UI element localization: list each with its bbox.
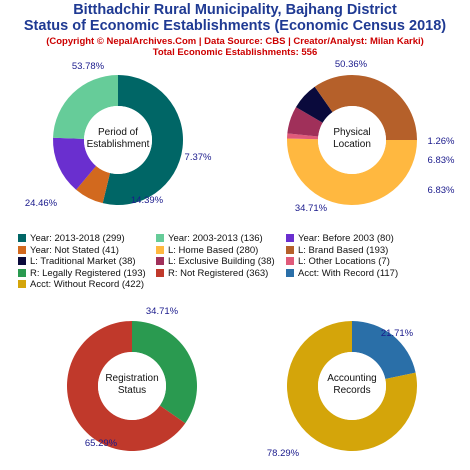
donut-slice [352,321,416,380]
legend-label: Year: Not Stated (41) [30,244,119,256]
slice-percent-label: 34.71% [295,203,328,214]
donut-slice [102,75,183,205]
legend-item: Year: 2003-2013 (136) [156,233,263,244]
legend-item: L: Other Locations (7) [286,256,390,267]
chart-header: Bitthadchir Rural Municipality, Bajhang … [0,2,470,58]
legend-swatch [156,257,164,265]
legend-swatch [18,257,26,265]
legend-label: R: Not Registered (363) [168,267,269,279]
legend-item: R: Not Registered (363) [156,268,268,279]
donut-chart-3: 34.71% 65.29% Registration Status [66,306,197,451]
legend-swatch [156,245,164,254]
legend-label: Acct: Without Record (422) [30,279,145,290]
slice-percent-label: 78.29% [267,448,300,459]
donut-slice [287,133,319,140]
legend-swatch [156,234,164,242]
donut-chart-2: 50.36% 1.26% 6.83% 6.83% 34.71% Physical Locat… [287,59,455,214]
legend-item: Year: 2013-2018 (299) [18,233,125,244]
slice-percent-label: 7.37% [185,152,212,163]
legend-label: R: Legally Registered (193) [30,267,146,279]
chart-subtitle-credits: (Copyright © NepalArchives.Com | Data So… [46,36,424,47]
donut-center-title: Physical Location [333,127,371,150]
slice-percent-label: 6.83% [428,185,455,196]
donut-slice [295,86,333,123]
slice-percent-label: 14.39% [131,195,164,206]
donut-hole [98,352,166,420]
legend-item: L: Brand Based (193) [286,245,388,256]
donut-hole [84,106,152,174]
chart-subtitle-total: Total Economic Establishments: 556 [152,47,318,58]
legend-swatch [18,234,26,242]
legend-item: L: Exclusive Building (38) [156,256,275,267]
legend-item: Year: Not Stated (41) [18,245,119,256]
legend-item: Acct: Without Record (422) [18,279,144,290]
slice-percent-label: 50.36% [335,59,368,70]
legend-swatch [156,268,164,277]
donut-hole [318,352,386,420]
legend-label: L: Home Based (280) [168,244,259,256]
donut-slice [52,137,97,190]
legend: Year: 2013-2018 (299) Year: 2003-2013 (13… [18,233,458,291]
legend-item: Year: Before 2003 (80) [286,233,394,244]
legend-swatch [286,234,294,242]
donut-chart-1: 53.78% 7.37% 14.39% 24.46% Period of Establis… [25,61,212,209]
donut-center-title: Period of Establishment [87,127,150,150]
donut-center-title: Accounting Records [327,373,376,396]
donut-slice [287,321,417,451]
legend-row: Acct: Without Record (422) [18,279,458,291]
legend-swatch [18,268,26,277]
slice-percent-label: 1.26% [428,136,455,147]
donut-slice [132,321,197,424]
slice-percent-label: 65.29% [85,438,118,449]
slice-percent-label: 21.71% [381,328,414,339]
legend-swatch [18,280,26,288]
legend-swatch [18,245,26,254]
legend-label: L: Other Locations (7) [298,256,390,267]
legend-label: L: Exclusive Building (38) [168,256,275,267]
donut-slice [66,321,186,451]
legend-label: Year: 2013-2018 (299) [30,233,125,244]
slice-percent-label: 53.78% [72,61,105,72]
slice-percent-label: 24.46% [25,198,58,209]
chart-title-line1: Bitthadchir Rural Municipality, Bajhang … [73,2,397,18]
donut-hole [318,106,386,174]
legend-row: Year: 2013-2018 (299) Year: 2003-2013 (13… [18,233,458,245]
donut-chart-4: 21.71% 78.29% Accounting Records [267,321,417,459]
legend-swatch [286,268,294,277]
legend-swatch [286,245,294,254]
legend-label: Year: Before 2003 (80) [298,233,394,244]
chart-title-line2: Status of Economic Establishments (Econo… [23,18,447,34]
legend-item: Acct: With Record (117) [286,268,398,279]
legend-label: L: Brand Based (193) [298,244,389,256]
donut-slice [314,75,417,140]
legend-label: Year: 2003-2013 (136) [168,233,263,244]
legend-label: Acct: With Record (117) [298,267,399,279]
donut-slice [287,107,323,137]
slice-percent-label: 34.71% [146,306,179,317]
legend-row: L: Traditional Market (38) L: Exclusive B… [18,256,458,268]
donut-slice [287,138,417,205]
legend-label: L: Traditional Market (38) [30,256,136,267]
legend-row: Year: Not Stated (41) L: Home Based (280)… [18,245,458,257]
donut-slice [76,165,111,204]
donut-slice [53,75,118,139]
legend-item: L: Home Based (280) [156,245,258,256]
legend-item: L: Traditional Market (38) [18,256,136,267]
slice-percent-label: 6.83% [428,155,455,166]
legend-item: R: Legally Registered (193) [18,268,146,279]
donut-center-title: Registration Status [105,373,158,396]
legend-row: R: Legally Registered (193) R: Not Regist… [18,268,458,280]
legend-swatch [286,257,294,265]
